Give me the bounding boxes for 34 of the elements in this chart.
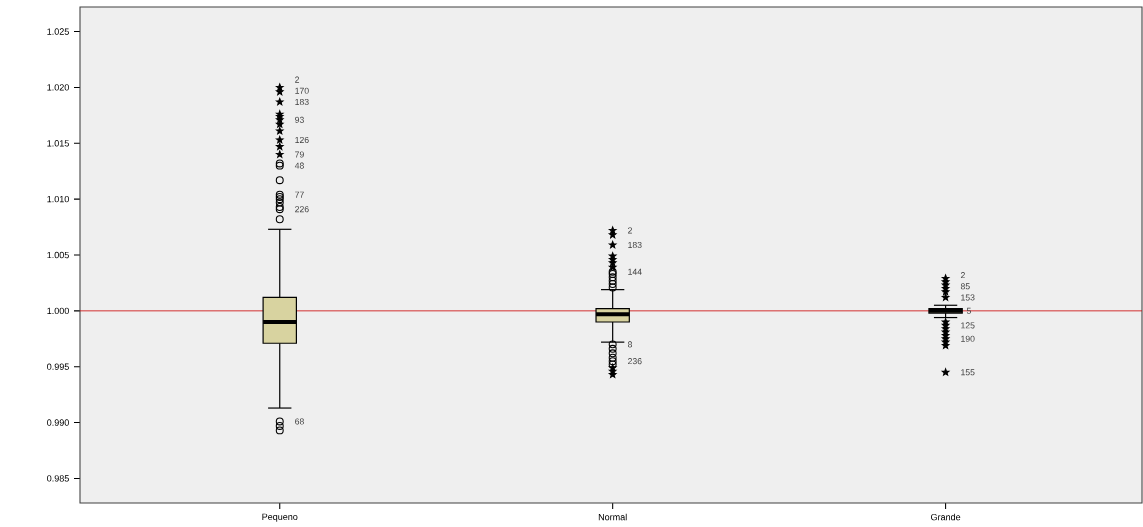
annotation: 226	[295, 206, 309, 213]
annotation: 79	[295, 151, 304, 158]
y-tick-label: 0.990	[47, 419, 69, 426]
annotation: 126	[295, 136, 309, 143]
annotation: 93	[295, 116, 304, 123]
annotation: 190	[961, 335, 975, 342]
annotation: 85	[960, 283, 970, 290]
annotation: 144	[628, 268, 642, 275]
annotation: 236	[628, 358, 642, 365]
y-tick-label: 0.995	[47, 363, 69, 370]
annotation: 170	[295, 87, 309, 94]
annotation: 8	[627, 341, 633, 348]
y-tick-label: 1.005	[47, 251, 69, 259]
annotation: 48	[294, 162, 304, 169]
annotation: 153	[961, 294, 975, 301]
annotation: 68	[295, 418, 304, 425]
annotation: 2	[295, 76, 300, 83]
annotation: 183	[628, 241, 642, 248]
annotation: 2	[960, 272, 965, 279]
x-tick-label: Grande	[930, 513, 961, 521]
y-tick-label: 1.020	[47, 84, 69, 91]
y-tick-label: 1.015	[47, 140, 69, 147]
x-tick-label: Normal	[598, 513, 627, 521]
y-tick-label: 0.985	[47, 475, 69, 482]
y-tick-label: 1.025	[47, 28, 69, 35]
annotation: 2	[628, 227, 632, 234]
annotation: 183	[295, 98, 309, 106]
annotation: 77	[295, 191, 304, 198]
annotation: 125	[961, 322, 975, 329]
y-tick-label: 1.010	[47, 195, 69, 203]
annotation: 5	[966, 307, 971, 314]
x-tick-label: Pequeno	[262, 513, 298, 522]
y-tick-label: 1.000	[47, 307, 69, 315]
annotation: 155	[961, 369, 975, 376]
